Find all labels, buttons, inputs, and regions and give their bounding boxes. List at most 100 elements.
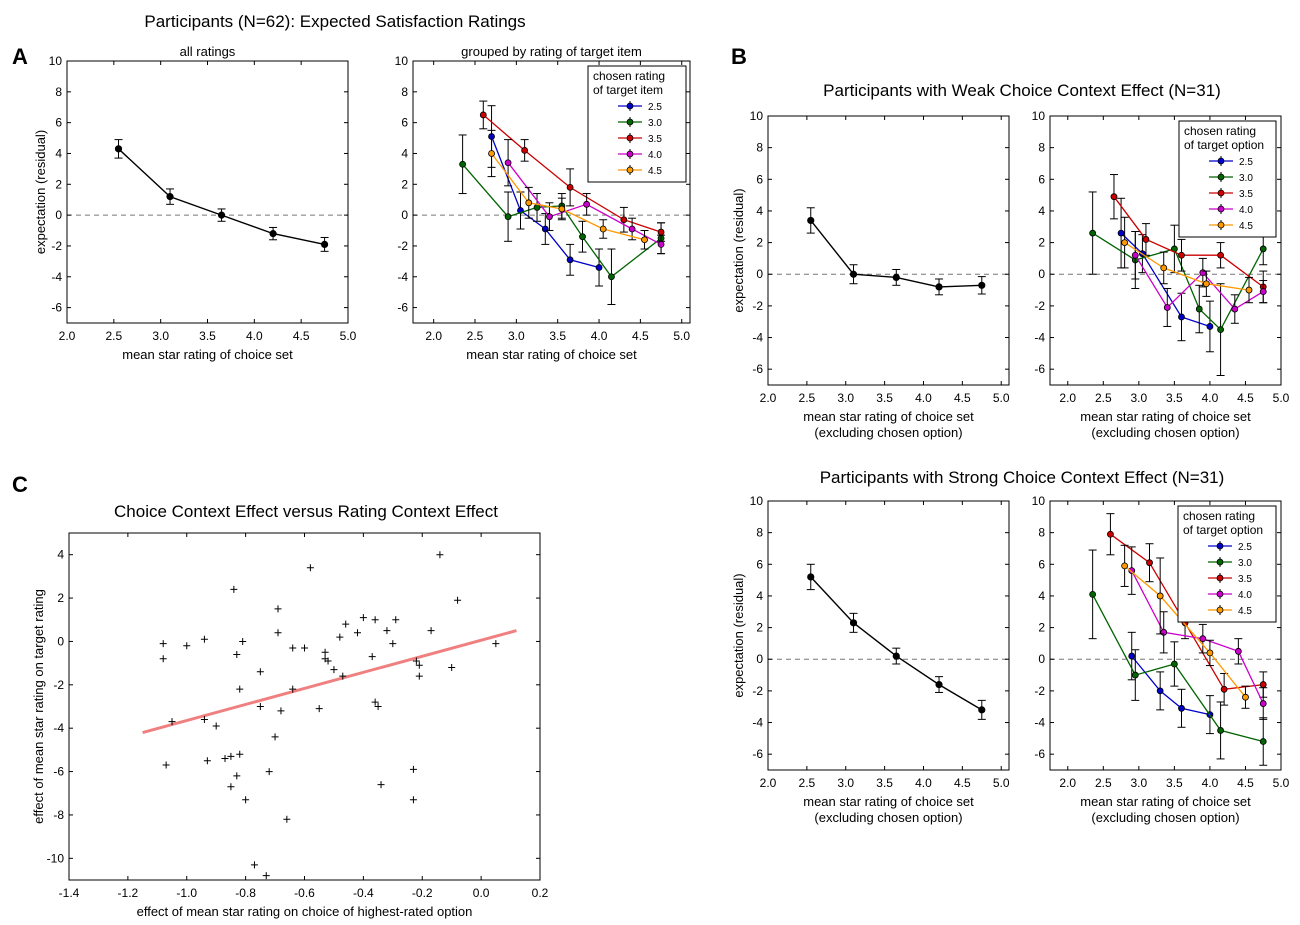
legend-swatch-marker [1216,606,1224,614]
x-tick-label: 4.5 [632,329,649,343]
data-point [1199,269,1207,277]
y-tick-label: 2 [57,591,64,605]
x-tick-label: 4.5 [954,776,971,790]
y-tick-label: -2 [752,684,763,698]
data-point [1156,687,1164,695]
y-tick-label: -6 [752,362,763,376]
y-tick-label: -6 [53,765,64,779]
data-point [1089,590,1097,598]
series-3.5 [1109,174,1268,304]
y-tick-label: 2 [1038,621,1045,635]
y-tick-label: 4 [756,204,763,218]
scatter-point [233,650,241,658]
data-point [525,199,533,207]
data-point [1217,251,1224,259]
y-tick-label: -6 [397,301,408,315]
x-tick-label: 3.0 [152,329,169,343]
series [114,139,329,252]
x-tick-label: 2.0 [59,329,76,343]
chart-B-strong-2: 2.0 2.5 3.0 3.5 4.0 4.5 5.0 -6 -4 -2 0 2 4 6 8 10 mean s… [1032,494,1290,825]
y-tick-label: 10 [395,54,409,68]
data-point [1121,562,1129,570]
scatter-point [162,761,170,769]
chart-B-strong-1: 2.0 2.5 3.0 3.5 4.0 4.5 5.0 -6 -4 -2 0 2 4 6 8 10 mean s… [731,494,1010,825]
x-tick-label: 3.0 [1131,776,1148,790]
panel-letter-c: C [12,472,28,497]
legend-label: 3.5 [1239,189,1253,200]
y-tick-label: 2 [756,236,763,250]
legend-swatch-marker [1217,221,1225,229]
y-tick-label: 8 [55,85,62,99]
scatter-point [256,668,264,676]
chart-B-weak-1: 2.0 2.5 3.0 3.5 4.0 4.5 5.0 -6 -4 -2 0 2 4 6 8 10 mean s… [731,109,1010,440]
x-tick-label: 3.5 [549,329,566,343]
legend-swatch-marker [626,134,634,142]
x-tick-label: -0.6 [294,886,315,900]
data-point [579,233,586,241]
legend-label: 3.0 [648,118,662,129]
x-axis-label: mean star rating of choice set [1080,409,1251,424]
scatter-point [227,752,235,760]
data-point [504,213,512,221]
legend-swatch-marker [1216,590,1224,598]
y-tick-label: 6 [756,557,763,571]
scatter-point [392,616,400,624]
y-tick-label: 0 [1038,652,1045,666]
x-tick-label: -1.4 [59,886,80,900]
scatter-point [200,635,208,643]
y-tick-label: 6 [401,116,408,130]
data-point [1202,280,1210,288]
scatter-point [306,564,314,572]
data-point [1259,738,1267,745]
data-point [1234,647,1242,655]
legend-box [1177,505,1277,623]
scatter-point [203,757,211,765]
data-point [269,230,277,238]
legend-swatch-marker [1217,157,1225,165]
data-point [1131,251,1139,259]
y-tick-label: 6 [1038,172,1045,186]
data-point [1128,567,1136,575]
series-line [1131,655,1211,716]
y-tick-label: 4 [57,548,64,562]
x-tick-label: 5.0 [1273,391,1290,405]
data-point [217,211,226,219]
data-point [583,200,591,208]
data-point [1121,239,1129,246]
x-tick-label: 5.0 [673,329,690,343]
plot-frame [68,532,541,881]
legend-swatch-marker [1217,205,1225,213]
y-tick-label: 8 [756,141,763,155]
legend-label: 2.5 [1238,542,1252,553]
y-tick-label: 6 [55,116,62,130]
x-tick-label: 4.0 [591,329,608,343]
y-tick-label: -4 [53,721,64,735]
scatter-point [236,685,244,693]
scatter-point [289,685,297,693]
y-tick-label: 0 [756,652,763,666]
legend-label: 4.5 [1238,606,1252,617]
x-axis-label: mean star rating of choice set [803,794,974,809]
data-point [1206,323,1214,330]
y-tick-label: -10 [47,851,65,865]
x-tick-label: 2.5 [467,329,484,343]
legend-swatch-marker [1217,189,1225,197]
legend-title: of target item [593,83,663,97]
chart-subtitle: all ratings [180,44,236,59]
scatter-point [239,637,247,645]
x-axis-label: (excluding chosen option) [814,810,962,825]
x-tick-label: 2.0 [760,391,777,405]
x-tick-label: 0.2 [532,886,549,900]
scatter-point [371,616,379,624]
scatter-point [221,755,229,763]
legend-box [587,65,687,183]
y-axis-label: expectation (residual) [731,188,746,312]
y-tick-label: 2 [756,621,763,635]
scatter-point [250,861,258,869]
scatter-point [236,750,244,758]
scatter-point [242,796,250,804]
data-point [566,183,574,191]
scatter-point [227,783,235,791]
legend-label: 2.5 [648,102,662,113]
scatter-point [409,765,417,773]
